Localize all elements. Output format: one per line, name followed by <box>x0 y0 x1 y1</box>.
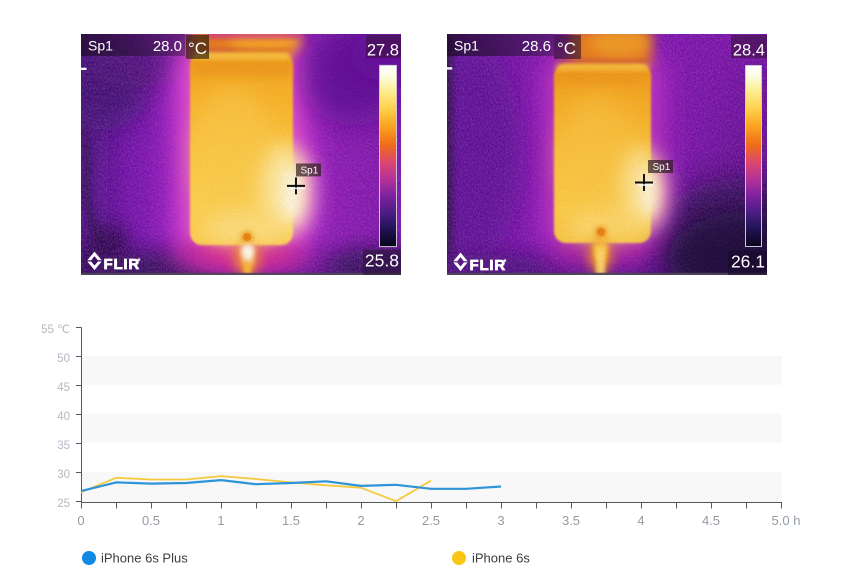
svg-text:2.5: 2.5 <box>422 513 440 528</box>
svg-text:3.5: 3.5 <box>562 513 580 528</box>
svg-text:28.0: 28.0 <box>153 38 182 55</box>
svg-text:25: 25 <box>57 498 70 510</box>
svg-text:0: 0 <box>77 513 84 528</box>
svg-text:30: 30 <box>57 469 70 481</box>
svg-text:40: 40 <box>57 411 70 423</box>
svg-text:4.5: 4.5 <box>702 513 720 528</box>
svg-text:Sp1: Sp1 <box>88 37 113 53</box>
svg-text:35: 35 <box>57 440 70 452</box>
svg-text:55 ℃: 55 ℃ <box>41 324 70 336</box>
svg-text:28.6: 28.6 <box>522 38 551 55</box>
svg-text:2: 2 <box>357 513 364 528</box>
svg-text:iPhone 6s: iPhone 6s <box>472 551 530 566</box>
svg-text:°C: °C <box>188 39 207 58</box>
svg-text:27.8: 27.8 <box>367 41 399 59</box>
svg-text:28.4: 28.4 <box>733 42 765 60</box>
svg-text:5.0 h: 5.0 h <box>772 513 801 528</box>
svg-text:FLIR: FLIR <box>470 257 507 274</box>
svg-text:iPhone 6s Plus: iPhone 6s Plus <box>101 551 188 566</box>
svg-text:FLIR: FLIR <box>104 256 140 273</box>
svg-text:0.5: 0.5 <box>142 513 160 528</box>
svg-text:45: 45 <box>57 382 70 394</box>
svg-text:Sp1: Sp1 <box>653 162 671 173</box>
svg-text:50: 50 <box>57 353 70 365</box>
svg-text:26.1: 26.1 <box>731 252 765 272</box>
svg-text:°C: °C <box>557 39 576 58</box>
svg-text:Sp1: Sp1 <box>454 38 479 54</box>
svg-text:25.8: 25.8 <box>365 251 399 271</box>
svg-text:3: 3 <box>497 513 504 528</box>
svg-text:1: 1 <box>217 513 224 528</box>
svg-text:4: 4 <box>637 513 644 528</box>
svg-text:Sp1: Sp1 <box>301 165 319 176</box>
svg-text:1.5: 1.5 <box>282 513 300 528</box>
